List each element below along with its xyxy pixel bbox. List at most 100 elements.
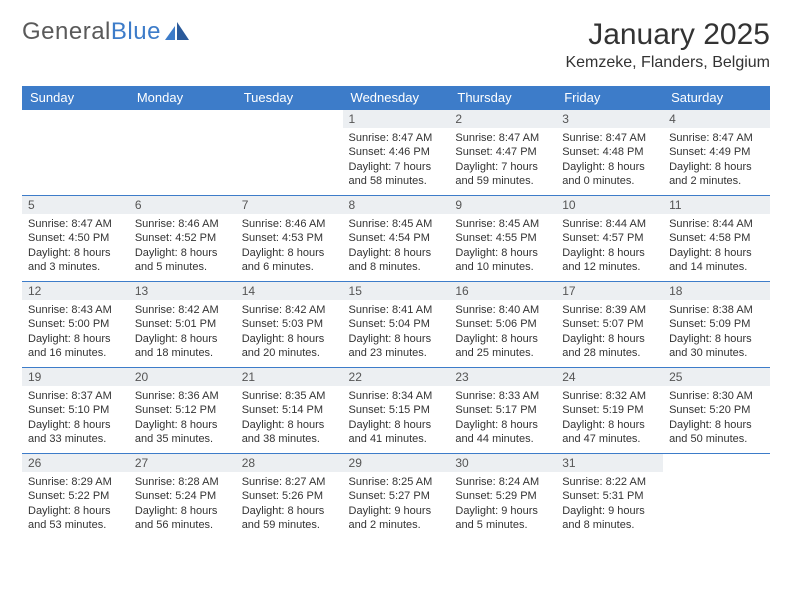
sunset-line: Sunset: 5:20 PM <box>669 403 764 417</box>
daylight-line-1: Daylight: 9 hours <box>455 504 550 518</box>
sunrise-line: Sunrise: 8:42 AM <box>135 303 230 317</box>
weekday-header: Saturday <box>663 86 770 110</box>
sunrise-line: Sunrise: 8:38 AM <box>669 303 764 317</box>
day-number: 26 <box>22 454 129 472</box>
day-details: Sunrise: 8:44 AMSunset: 4:57 PMDaylight:… <box>556 214 663 278</box>
day-details: Sunrise: 8:41 AMSunset: 5:04 PMDaylight:… <box>343 300 450 364</box>
sunset-line: Sunset: 5:12 PM <box>135 403 230 417</box>
daylight-line-2: and 8 minutes. <box>349 260 444 274</box>
weekday-header: Wednesday <box>343 86 450 110</box>
sunrise-line: Sunrise: 8:28 AM <box>135 475 230 489</box>
day-number: 12 <box>22 282 129 300</box>
logo-sail-icon <box>165 22 191 42</box>
calendar-cell: 20Sunrise: 8:36 AMSunset: 5:12 PMDayligh… <box>129 368 236 454</box>
day-number: 30 <box>449 454 556 472</box>
sunset-line: Sunset: 4:57 PM <box>562 231 657 245</box>
day-number: 21 <box>236 368 343 386</box>
sunset-line: Sunset: 5:29 PM <box>455 489 550 503</box>
daylight-line-2: and 3 minutes. <box>28 260 123 274</box>
calendar-week-row: 26Sunrise: 8:29 AMSunset: 5:22 PMDayligh… <box>22 454 770 540</box>
day-number: 7 <box>236 196 343 214</box>
sunset-line: Sunset: 5:24 PM <box>135 489 230 503</box>
sunset-line: Sunset: 4:53 PM <box>242 231 337 245</box>
calendar-cell <box>236 110 343 196</box>
sunrise-line: Sunrise: 8:25 AM <box>349 475 444 489</box>
calendar-table: SundayMondayTuesdayWednesdayThursdayFrid… <box>22 86 770 540</box>
sunset-line: Sunset: 4:54 PM <box>349 231 444 245</box>
sunset-line: Sunset: 5:14 PM <box>242 403 337 417</box>
daylight-line-1: Daylight: 7 hours <box>349 160 444 174</box>
page: GeneralBlue January 2025 Kemzeke, Flande… <box>0 0 792 558</box>
calendar-cell: 3Sunrise: 8:47 AMSunset: 4:48 PMDaylight… <box>556 110 663 196</box>
calendar-cell: 5Sunrise: 8:47 AMSunset: 4:50 PMDaylight… <box>22 196 129 282</box>
sunset-line: Sunset: 5:10 PM <box>28 403 123 417</box>
daylight-line-2: and 59 minutes. <box>455 174 550 188</box>
sunset-line: Sunset: 5:00 PM <box>28 317 123 331</box>
day-details: Sunrise: 8:45 AMSunset: 4:55 PMDaylight:… <box>449 214 556 278</box>
calendar-body: 1Sunrise: 8:47 AMSunset: 4:46 PMDaylight… <box>22 110 770 540</box>
daylight-line-2: and 53 minutes. <box>28 518 123 532</box>
daylight-line-1: Daylight: 8 hours <box>242 504 337 518</box>
day-number: 22 <box>343 368 450 386</box>
month-title: January 2025 <box>565 18 770 52</box>
sunset-line: Sunset: 5:03 PM <box>242 317 337 331</box>
day-number: 13 <box>129 282 236 300</box>
weekday-header: Thursday <box>449 86 556 110</box>
day-details: Sunrise: 8:44 AMSunset: 4:58 PMDaylight:… <box>663 214 770 278</box>
day-details: Sunrise: 8:37 AMSunset: 5:10 PMDaylight:… <box>22 386 129 450</box>
daylight-line-2: and 14 minutes. <box>669 260 764 274</box>
daylight-line-1: Daylight: 8 hours <box>28 418 123 432</box>
calendar-week-row: 19Sunrise: 8:37 AMSunset: 5:10 PMDayligh… <box>22 368 770 454</box>
day-details: Sunrise: 8:22 AMSunset: 5:31 PMDaylight:… <box>556 472 663 536</box>
sunset-line: Sunset: 4:46 PM <box>349 145 444 159</box>
sunrise-line: Sunrise: 8:47 AM <box>562 131 657 145</box>
daylight-line-1: Daylight: 8 hours <box>562 246 657 260</box>
sunset-line: Sunset: 5:15 PM <box>349 403 444 417</box>
calendar-cell: 22Sunrise: 8:34 AMSunset: 5:15 PMDayligh… <box>343 368 450 454</box>
calendar-cell: 31Sunrise: 8:22 AMSunset: 5:31 PMDayligh… <box>556 454 663 540</box>
day-details: Sunrise: 8:42 AMSunset: 5:03 PMDaylight:… <box>236 300 343 364</box>
day-details: Sunrise: 8:47 AMSunset: 4:50 PMDaylight:… <box>22 214 129 278</box>
sunset-line: Sunset: 5:19 PM <box>562 403 657 417</box>
day-details: Sunrise: 8:47 AMSunset: 4:49 PMDaylight:… <box>663 128 770 192</box>
daylight-line-2: and 35 minutes. <box>135 432 230 446</box>
day-number: 3 <box>556 110 663 128</box>
daylight-line-2: and 25 minutes. <box>455 346 550 360</box>
calendar-cell: 1Sunrise: 8:47 AMSunset: 4:46 PMDaylight… <box>343 110 450 196</box>
logo: GeneralBlue <box>22 18 191 46</box>
daylight-line-2: and 5 minutes. <box>455 518 550 532</box>
day-details: Sunrise: 8:28 AMSunset: 5:24 PMDaylight:… <box>129 472 236 536</box>
calendar-cell <box>129 110 236 196</box>
day-number: 14 <box>236 282 343 300</box>
title-block: January 2025 Kemzeke, Flanders, Belgium <box>565 18 770 72</box>
daylight-line-1: Daylight: 9 hours <box>349 504 444 518</box>
day-details: Sunrise: 8:29 AMSunset: 5:22 PMDaylight:… <box>22 472 129 536</box>
calendar-cell: 26Sunrise: 8:29 AMSunset: 5:22 PMDayligh… <box>22 454 129 540</box>
sunrise-line: Sunrise: 8:47 AM <box>455 131 550 145</box>
day-number: 8 <box>343 196 450 214</box>
daylight-line-1: Daylight: 9 hours <box>562 504 657 518</box>
day-number: 27 <box>129 454 236 472</box>
daylight-line-2: and 38 minutes. <box>242 432 337 446</box>
day-number: 16 <box>449 282 556 300</box>
sunrise-line: Sunrise: 8:44 AM <box>562 217 657 231</box>
daylight-line-2: and 23 minutes. <box>349 346 444 360</box>
calendar-cell: 8Sunrise: 8:45 AMSunset: 4:54 PMDaylight… <box>343 196 450 282</box>
daylight-line-2: and 0 minutes. <box>562 174 657 188</box>
sunset-line: Sunset: 4:49 PM <box>669 145 764 159</box>
sunrise-line: Sunrise: 8:36 AM <box>135 389 230 403</box>
daylight-line-1: Daylight: 8 hours <box>669 160 764 174</box>
sunrise-line: Sunrise: 8:46 AM <box>242 217 337 231</box>
daylight-line-2: and 12 minutes. <box>562 260 657 274</box>
day-details: Sunrise: 8:45 AMSunset: 4:54 PMDaylight:… <box>343 214 450 278</box>
calendar-cell: 19Sunrise: 8:37 AMSunset: 5:10 PMDayligh… <box>22 368 129 454</box>
day-details: Sunrise: 8:25 AMSunset: 5:27 PMDaylight:… <box>343 472 450 536</box>
calendar-cell <box>663 454 770 540</box>
sunrise-line: Sunrise: 8:45 AM <box>455 217 550 231</box>
weekday-header: Friday <box>556 86 663 110</box>
sunrise-line: Sunrise: 8:46 AM <box>135 217 230 231</box>
day-details: Sunrise: 8:47 AMSunset: 4:46 PMDaylight:… <box>343 128 450 192</box>
day-number: 4 <box>663 110 770 128</box>
day-number: 6 <box>129 196 236 214</box>
daylight-line-2: and 41 minutes. <box>349 432 444 446</box>
